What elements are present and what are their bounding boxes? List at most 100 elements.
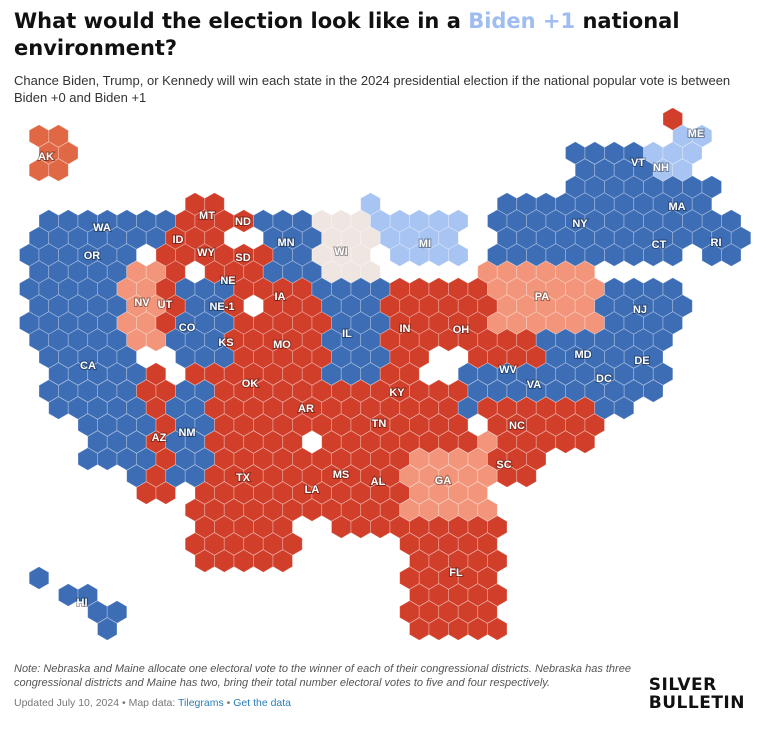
- tilegrams-link[interactable]: Tilegrams: [178, 697, 224, 709]
- state-label-pa: PA: [535, 291, 550, 303]
- state-label-az: AZ: [152, 432, 167, 444]
- hex-tile-ga[interactable]: [467, 481, 488, 505]
- state-label-ny: NY: [572, 218, 588, 230]
- chart-subtitle: Chance Biden, Trump, or Kennedy will win…: [14, 73, 731, 105]
- hex-tile-fl[interactable]: [477, 600, 498, 624]
- hex-tile-az[interactable]: [145, 362, 167, 386]
- hex-tile-sc[interactable]: [516, 464, 537, 488]
- hex-tile-nc[interactable]: [584, 413, 605, 437]
- hex-tile-fl[interactable]: [487, 583, 508, 607]
- hex-tile-ak[interactable]: [48, 124, 69, 148]
- hex-tile-ga[interactable]: [477, 498, 498, 522]
- hex-tile-hi[interactable]: [106, 600, 128, 624]
- hex-tile-tx[interactable]: [272, 549, 293, 573]
- hex-tile-hi[interactable]: [77, 583, 98, 607]
- hex-tile-de[interactable]: [652, 362, 674, 386]
- hex-tile-ne[interactable]: [204, 260, 225, 284]
- state-label-mn: MN: [277, 237, 294, 249]
- hex-tile-ri[interactable]: [721, 243, 742, 267]
- state-label-ms: MS: [333, 469, 350, 481]
- state-label-al: AL: [371, 476, 386, 488]
- hex-tile-md[interactable]: [604, 379, 625, 403]
- state-label-tx: TX: [236, 472, 251, 484]
- hex-tile-hi[interactable]: [28, 566, 50, 590]
- state-label-ri: RI: [711, 237, 722, 249]
- logo-line-1: SILVER: [648, 675, 717, 695]
- state-label-ga: GA: [435, 475, 452, 487]
- hex-tile-tn[interactable]: [448, 413, 469, 437]
- hex-tile-az[interactable]: [155, 481, 176, 505]
- hex-tile-fl[interactable]: [487, 515, 508, 539]
- hex-tile-fl[interactable]: [487, 549, 508, 573]
- state-label-ne-1: NE-1: [209, 301, 234, 313]
- hex-tile-de[interactable]: [652, 328, 674, 352]
- state-label-la: LA: [305, 484, 320, 496]
- state-label-mt: MT: [199, 210, 215, 222]
- hex-tile-ma[interactable]: [691, 192, 713, 216]
- state-label-fl: FL: [449, 567, 463, 579]
- title-text-before: What would the election look like in a: [14, 9, 469, 33]
- state-label-or: OR: [84, 250, 101, 262]
- state-label-de: DE: [634, 355, 649, 367]
- state-label-ut: UT: [158, 299, 173, 311]
- state-label-nj: NJ: [633, 304, 647, 316]
- hex-tile-hi[interactable]: [97, 617, 118, 641]
- hex-tile-de[interactable]: [643, 379, 664, 403]
- hex-tile-ma[interactable]: [682, 209, 703, 233]
- update-line: Updated July 10, 2024 • Map data: Tilegr…: [14, 697, 291, 709]
- state-label-wa: WA: [93, 222, 111, 234]
- state-label-ks: KS: [218, 337, 233, 349]
- hex-tile-me-2[interactable]: [662, 108, 683, 131]
- hex-tile-sc[interactable]: [526, 447, 547, 471]
- state-label-tn: TN: [372, 418, 387, 430]
- hex-tile-mi[interactable]: [370, 209, 391, 233]
- state-label-wi: WI: [334, 246, 347, 258]
- footnote: Note: Nebraska and Maine allocate one el…: [14, 663, 631, 689]
- state-label-ak: AK: [38, 151, 54, 163]
- hex-tile-va[interactable]: [457, 396, 479, 420]
- title-text-after: national environment?: [14, 9, 680, 60]
- hex-tile-ak[interactable]: [48, 158, 69, 182]
- state-label-sd: SD: [235, 252, 250, 264]
- chart-title: What would the election look like in a B…: [14, 8, 754, 62]
- hex-tile-hi[interactable]: [58, 583, 79, 607]
- silver-bulletin-logo: SILVER BULLETIN: [649, 676, 745, 712]
- hex-tile-nc[interactable]: [574, 430, 596, 454]
- state-label-oh: OH: [453, 324, 470, 336]
- hex-tile-tx[interactable]: [282, 532, 303, 556]
- hex-tile-me[interactable]: [682, 141, 703, 165]
- hex-tile-ri[interactable]: [730, 226, 752, 250]
- hex-tile-tx[interactable]: [272, 515, 293, 539]
- state-label-wv: WV: [499, 364, 517, 376]
- title-highlight: Biden +1: [468, 9, 576, 33]
- hex-tile-md[interactable]: [594, 362, 615, 386]
- state-label-vt: VT: [631, 157, 645, 169]
- hex-tile-mi[interactable]: [448, 243, 469, 267]
- state-label-hi: HI: [77, 597, 88, 609]
- hex-tile-ct[interactable]: [662, 243, 683, 267]
- hex-tile-nj[interactable]: [672, 294, 693, 318]
- state-label-nc: NC: [509, 420, 525, 432]
- hex-tile-in[interactable]: [399, 362, 420, 386]
- get-data-link[interactable]: Get the data: [233, 697, 292, 709]
- state-label-md: MD: [574, 349, 591, 361]
- state-label-ia: IA: [275, 291, 286, 303]
- state-label-il: IL: [342, 328, 352, 340]
- hex-tile-fl[interactable]: [477, 566, 498, 590]
- state-label-nm: NM: [178, 427, 195, 439]
- state-label-ar: AR: [298, 403, 314, 415]
- state-label-ok: OK: [242, 378, 259, 390]
- hex-tile-tx[interactable]: [282, 430, 303, 454]
- state-label-co: CO: [179, 322, 196, 334]
- hex-tile-ak[interactable]: [58, 141, 79, 165]
- hex-tile-dc[interactable]: [613, 396, 635, 420]
- updated-text: Updated July 10, 2024 • Map data:: [14, 697, 179, 709]
- hex-tile-fl[interactable]: [477, 532, 498, 556]
- hex-tile-fl[interactable]: [487, 617, 508, 641]
- updated-separator: •: [223, 697, 234, 709]
- hex-tile-me[interactable]: [691, 124, 713, 148]
- state-label-ma: MA: [668, 201, 685, 213]
- state-label-mo: MO: [273, 339, 291, 351]
- hex-tile-nh[interactable]: [672, 158, 693, 182]
- state-label-id: ID: [173, 234, 184, 246]
